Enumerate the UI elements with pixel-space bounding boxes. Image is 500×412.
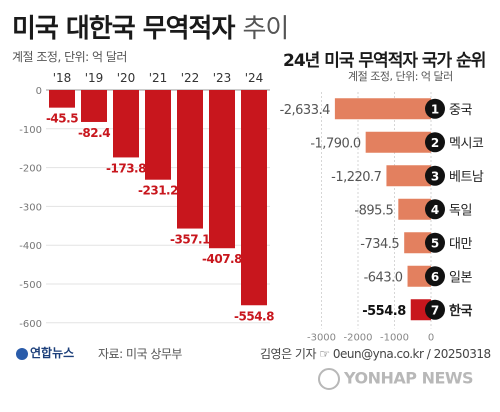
bar-0 [334, 98, 431, 120]
rank-number: 6 [431, 270, 439, 284]
bar-3 [398, 198, 431, 220]
right-chart-title: 24년 미국 무역적자 국가 순위 [283, 51, 486, 71]
rank-badge [425, 98, 445, 119]
data-label: -1,790.0 [310, 136, 361, 151]
rank-badge [425, 232, 445, 253]
country-label: 중국 [449, 103, 472, 118]
rank-badge [425, 132, 445, 153]
rank-number: 7 [431, 303, 439, 317]
x-tick-label: -3000 [307, 333, 336, 344]
bar-1 [365, 131, 431, 153]
left-chart-unit-note: 계절 조정, 단위: 억 달러 [12, 50, 127, 64]
rank-badge [425, 299, 445, 320]
bar-3 [145, 90, 171, 180]
x-tick-label: '22 [181, 71, 200, 85]
source-note: 자료: 미국 상무부 [98, 347, 182, 361]
country-label: 한국 [449, 303, 472, 319]
bar-2 [113, 90, 139, 158]
bar-0 [49, 90, 75, 108]
country-label: 일본 [449, 270, 472, 285]
country-label: 멕시코 [449, 136, 484, 151]
data-label: -357.1 [170, 233, 210, 247]
x-tick-label: -1000 [380, 333, 409, 344]
bar-4 [404, 232, 431, 254]
bar-4 [177, 90, 203, 229]
watermark: YONHAP NEWS [318, 368, 474, 390]
x-tick-label: '21 [149, 71, 168, 85]
x-tick-label: '19 [85, 71, 104, 85]
y-tick-label: -600 [19, 319, 42, 330]
data-label: -554.8 [362, 304, 406, 319]
rank-badge [425, 199, 445, 220]
rank-number: 2 [431, 136, 439, 150]
right-chart-unit-note: 계절 조정, 단위: 억 달러 [348, 70, 453, 83]
title-main: 미국 대한국 무역적자 [12, 14, 235, 44]
y-tick-label: -300 [19, 202, 42, 213]
logo-icon [16, 347, 28, 360]
data-label: -82.4 [78, 126, 110, 140]
data-label: -895.5 [354, 203, 393, 218]
country-label: 대만 [449, 237, 472, 252]
rank-badge [425, 266, 445, 287]
x-tick-label: '20 [117, 71, 136, 85]
logo-text: 연합뉴스 [30, 346, 75, 360]
country-label: 독일 [449, 203, 472, 218]
bar-5 [209, 90, 235, 249]
watermark-icon [318, 368, 340, 390]
bar-5 [407, 265, 431, 287]
rank-number: 3 [431, 169, 439, 183]
bar-6 [410, 299, 431, 321]
rank-number: 5 [431, 236, 439, 250]
data-label: -643.0 [364, 270, 403, 285]
yonhap-logo: 연합뉴스 [16, 344, 74, 361]
x-tick-label: '24 [245, 71, 264, 85]
y-tick-label: -400 [19, 241, 42, 252]
data-label: -231.2 [138, 184, 178, 198]
x-tick-label: 0 [428, 333, 434, 344]
rank-number: 1 [431, 102, 439, 116]
data-label: -45.5 [46, 112, 78, 126]
y-tick-label: -100 [19, 125, 42, 136]
rank-number: 4 [431, 203, 439, 217]
rank-badge [425, 165, 445, 186]
x-tick-label: '18 [53, 71, 72, 85]
country-label: 베트남 [449, 170, 484, 185]
x-tick-label: -2000 [343, 333, 372, 344]
y-tick-label: -200 [19, 164, 42, 175]
bar-2 [386, 165, 431, 187]
data-label: -2,633.4 [280, 103, 331, 118]
data-label: -554.8 [234, 309, 274, 323]
data-label: -734.5 [360, 237, 399, 252]
data-label: -173.8 [106, 161, 146, 175]
y-tick-label: -500 [19, 280, 42, 291]
x-tick-label: '23 [213, 71, 232, 85]
data-label: -1,220.7 [331, 170, 382, 185]
bar-6 [241, 90, 267, 306]
data-label: -407.8 [202, 252, 242, 266]
title-suffix: 추이 [242, 14, 289, 44]
page-title: 미국 대한국 무역적자 추이 [12, 8, 289, 45]
author-credit: 김영은 기자 ☞ 0eun@yna.co.kr / 20250318 [260, 347, 491, 361]
y-tick-label: 0 [36, 86, 42, 97]
watermark-text: YONHAP NEWS [344, 368, 474, 388]
bar-1 [81, 90, 107, 122]
